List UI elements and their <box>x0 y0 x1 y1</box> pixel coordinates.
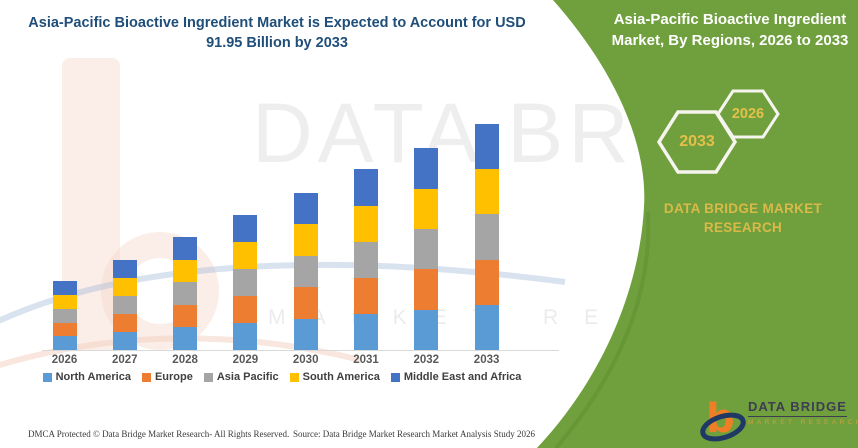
bar-segment <box>233 241 258 269</box>
bar-segment <box>112 278 137 297</box>
data-bridge-logo-mark: b <box>700 396 746 442</box>
logo-tagline: MARKET RESEARCH <box>748 419 858 426</box>
x-axis-line <box>42 350 559 351</box>
dmca-note: DMCA Protected © Data Bridge Market Rese… <box>28 429 290 439</box>
hexagon-2026 <box>716 89 780 139</box>
x-axis-label: 2028 <box>172 354 198 366</box>
watermark-text-line1: DATA BRI <box>252 86 662 180</box>
bar-segment <box>414 269 439 310</box>
bar-segment <box>52 295 77 309</box>
bar-segment <box>354 205 378 242</box>
hexagon-2033-label: 2033 <box>679 133 715 150</box>
bar-segment <box>233 214 258 242</box>
green-panel-inner-swoosh <box>554 211 651 448</box>
legend-label: South America <box>302 371 380 383</box>
legend-marker <box>42 372 52 382</box>
bar-segment <box>354 313 378 350</box>
legend-label: Asia Pacific <box>216 371 279 383</box>
x-axis-label: 2029 <box>232 354 259 366</box>
x-axis-label: 2026 <box>51 354 78 366</box>
bar-segment <box>474 169 499 215</box>
source-note: Source: Data Bridge Market Research Mark… <box>293 429 535 439</box>
panel-title: Asia-Pacific Bioactive Ingredient Market… <box>611 11 849 49</box>
bar-segment <box>354 277 378 314</box>
bar-2029 <box>233 214 258 350</box>
x-axis-label: 2030 <box>292 354 319 366</box>
legend-item: Middle East and Africa <box>390 371 522 383</box>
legend-item: South America <box>289 371 380 383</box>
bar-segment <box>112 260 137 279</box>
bar-segment <box>52 322 77 337</box>
legend-item: Europe <box>141 371 193 383</box>
bar-2033 <box>474 124 499 350</box>
legend-label: North America <box>55 371 131 383</box>
x-axis-label: 2027 <box>112 354 138 366</box>
bar-segment <box>414 148 439 189</box>
bar-segment <box>173 259 198 283</box>
bar-2028 <box>173 237 198 350</box>
bar-segment <box>414 229 439 270</box>
bar-2031 <box>354 169 378 350</box>
bar-segment <box>474 259 499 305</box>
bar-2027 <box>112 260 137 350</box>
bar-segment <box>474 124 499 170</box>
x-axis-label: 2031 <box>353 354 379 366</box>
bar-segment <box>293 192 318 225</box>
legend-item: Asia Pacific <box>203 371 279 383</box>
hexagon-2026-label: 2026 <box>731 106 765 122</box>
bar-segment <box>52 281 77 296</box>
x-axis-label: 2033 <box>473 354 500 366</box>
bar-segment <box>293 318 318 350</box>
x-axis-label: 2032 <box>413 354 440 366</box>
bar-segment <box>293 224 318 256</box>
legend-item: North America <box>42 371 131 383</box>
bar-segment <box>233 322 258 350</box>
chart-legend: North America Europe Asia Pacific South Ame… <box>32 371 532 383</box>
logo-name: DATA BRIDGE <box>748 399 847 417</box>
bar-segment <box>112 296 137 315</box>
bar-segment <box>173 304 198 328</box>
legend-label: Middle East and Africa <box>403 371 522 383</box>
bar-segment <box>414 309 439 350</box>
hexagon-2033 <box>656 110 738 174</box>
bar-segment <box>52 336 77 350</box>
bar-segment <box>112 332 137 350</box>
bar-segment <box>354 241 378 278</box>
legend-marker <box>203 372 213 382</box>
bar-segment <box>354 169 378 206</box>
legend-label: Europe <box>154 371 193 383</box>
legend-marker <box>141 372 151 382</box>
bar-segment <box>293 287 318 319</box>
data-bridge-logo-text: DATA BRIDGE MARKET RESEARCH <box>748 399 858 426</box>
bar-segment <box>474 304 499 350</box>
bar-segment <box>173 237 198 260</box>
bar-2026 <box>52 281 77 350</box>
chart-title: Asia-Pacific Bioactive Ingredient Market… <box>28 15 526 51</box>
bar-segment <box>474 214 499 260</box>
bar-segment <box>173 327 198 350</box>
bar-segment <box>293 255 318 288</box>
bar-segment <box>112 314 137 333</box>
bar-segment <box>52 308 77 323</box>
bar-segment <box>173 282 198 305</box>
bar-segment <box>414 188 439 230</box>
bar-2032 <box>414 148 439 350</box>
bar-2030 <box>293 192 318 350</box>
bar-segment <box>233 295 258 323</box>
bar-segment <box>233 268 258 296</box>
brand-text: DATA BRIDGE MARKET RESEARCH <box>663 201 823 235</box>
legend-marker <box>289 372 299 382</box>
legend-marker <box>390 372 400 382</box>
